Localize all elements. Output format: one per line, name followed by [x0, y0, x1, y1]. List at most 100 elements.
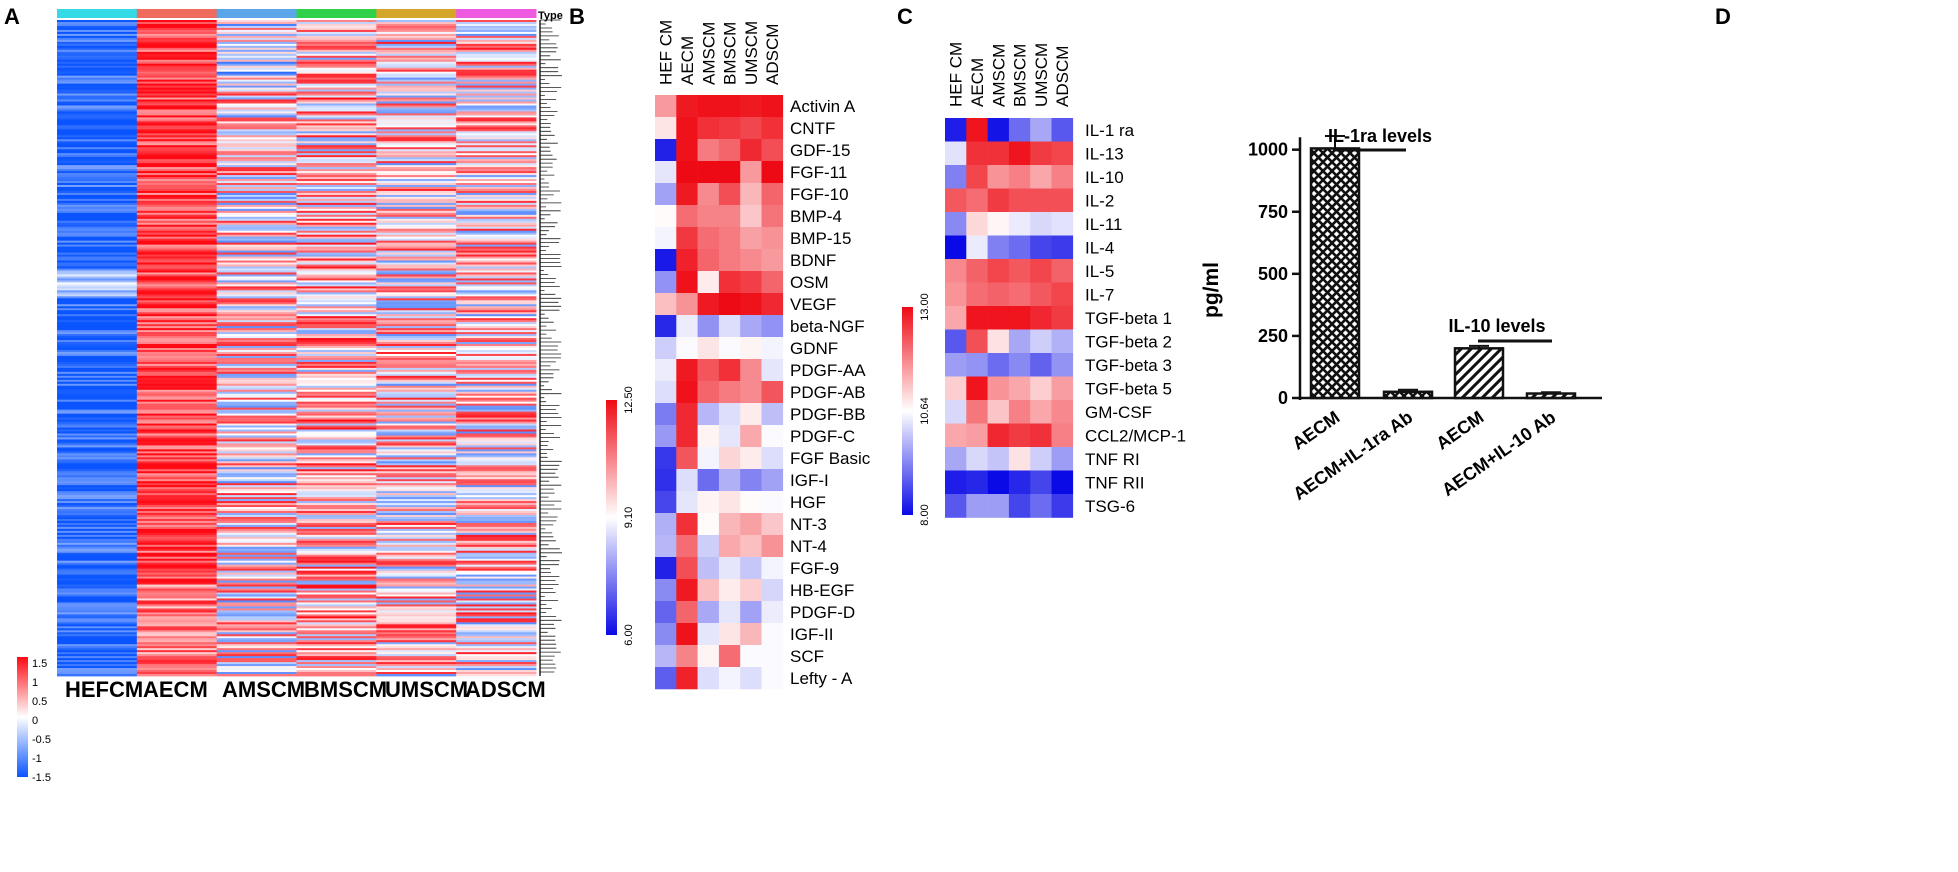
heatmap-a-cell	[376, 200, 457, 204]
heatmap-a-cell	[376, 300, 457, 303]
panel-b-legend: 12.509.106.00	[606, 386, 635, 646]
heatmap-a-cell	[296, 21, 377, 25]
heatmap-a-cell	[376, 654, 457, 657]
heatmap-a-cell	[136, 491, 218, 494]
heatmap-a-cell	[57, 274, 138, 277]
heatmap-a-cell	[57, 111, 138, 114]
panel-c-row-label: IL-10	[1085, 168, 1124, 187]
heatmap-a-cell	[376, 155, 457, 158]
heatmap-a-cell	[216, 179, 297, 182]
heatmap-a-cell	[216, 421, 297, 424]
heatmap-b-cell	[718, 315, 741, 338]
heatmap-a-cell	[456, 192, 537, 196]
heatmap-a-cell	[216, 145, 297, 148]
heatmap-a-cell	[216, 284, 297, 287]
heatmap-a-cell	[376, 328, 457, 331]
heatmap-a-cell	[296, 284, 377, 287]
heatmap-a-cell	[376, 431, 457, 434]
heatmap-a-cell	[136, 489, 218, 492]
heatmap-a-cell	[456, 570, 537, 574]
heatmap-a-cell	[216, 598, 297, 601]
heatmap-a-cell	[376, 264, 457, 267]
heatmap-a-cell	[456, 312, 537, 315]
heatmap-a-cell	[57, 351, 138, 355]
heatmap-c-cell	[1030, 376, 1052, 401]
heatmap-a-cell	[296, 526, 377, 530]
heatmap-a-cell	[376, 516, 457, 520]
heatmap-c-cell	[945, 400, 967, 424]
heatmap-a-cell	[136, 57, 218, 61]
heatmap-a-cell	[296, 228, 377, 232]
heatmap-a-cell	[57, 47, 138, 51]
heatmap-a-cell	[136, 141, 218, 144]
heatmap-a-cell	[216, 493, 297, 496]
heatmap-a-cell	[456, 278, 537, 281]
heatmap-a-cell	[216, 403, 297, 407]
heatmap-a-cell	[296, 242, 377, 246]
heatmap-a-cell	[376, 437, 457, 440]
heatmap-a-cell	[296, 620, 377, 623]
heatmap-b-cell	[740, 535, 762, 558]
heatmap-a-cell	[136, 69, 218, 73]
heatmap-a-cell	[136, 610, 218, 613]
heatmap-a-cell	[296, 73, 377, 77]
heatmap-b-cell	[718, 447, 741, 470]
heatmap-a-cell	[216, 334, 297, 337]
heatmap-a-cell	[57, 415, 138, 418]
heatmap-a-cell	[216, 322, 297, 325]
heatmap-a-cell	[57, 509, 138, 512]
heatmap-a-cell	[296, 638, 377, 641]
heatmap-a-cell	[376, 656, 457, 659]
heatmap-a-cell	[456, 503, 537, 506]
heatmap-a-cell	[136, 514, 218, 518]
heatmap-a-cell	[136, 606, 218, 609]
heatmap-a-cell	[216, 147, 297, 150]
heatmap-b-cell	[655, 667, 677, 690]
panel-b-row-label: FGF-10	[790, 185, 849, 204]
heatmap-a-cell	[57, 417, 138, 420]
heatmap-a-cell	[216, 443, 297, 446]
heatmap-a-cell	[57, 590, 138, 593]
heatmap-c-cell	[966, 353, 988, 377]
heatmap-a-cell	[136, 586, 218, 589]
heatmap-a-cell	[376, 379, 457, 383]
heatmap-a-cell	[456, 159, 537, 162]
heatmap-b-cell	[761, 667, 784, 690]
panel-b-cells	[655, 95, 784, 690]
heatmap-a-cell	[216, 439, 297, 442]
heatmap-a-cell	[136, 224, 218, 228]
heatmap-a-cell	[456, 556, 537, 560]
heatmap-a-cell	[136, 590, 218, 593]
heatmap-a-cell	[216, 131, 297, 134]
heatmap-a-cell	[296, 371, 377, 375]
heatmap-a-cell	[456, 167, 537, 170]
heatmap-a-cell	[296, 439, 377, 442]
heatmap-a-cell	[456, 190, 537, 194]
heatmap-c-cell	[1051, 423, 1074, 448]
panel-b-legend-tick: 12.50	[623, 386, 635, 414]
heatmap-a-cell	[376, 175, 457, 178]
panel-c-column-label: ADSCM	[1053, 46, 1072, 107]
heatmap-b-cell	[655, 447, 677, 470]
panel-b-row-label: PDGF-AA	[790, 361, 866, 380]
heatmap-a-cell	[57, 443, 138, 446]
heatmap-b-cell	[761, 161, 784, 184]
heatmap-a-cell	[456, 125, 537, 128]
heatmap-a-cell	[57, 459, 138, 462]
heatmap-a-cell	[376, 173, 457, 176]
heatmap-a-cell	[136, 415, 218, 418]
heatmap-a-cell	[136, 427, 218, 430]
heatmap-b-cell	[740, 447, 762, 470]
panel-a-legend-tick: -1	[32, 753, 42, 765]
heatmap-a-cell	[376, 93, 457, 96]
heatmap-a-cell	[456, 153, 537, 156]
heatmap-a-cell	[136, 312, 218, 315]
heatmap-c-cell	[987, 259, 1010, 283]
heatmap-a-cell	[216, 640, 297, 643]
heatmap-a-cell	[136, 672, 218, 675]
heatmap-a-cell	[216, 276, 297, 279]
panel-b-row-label: VEGF	[790, 295, 836, 314]
heatmap-a-cell	[456, 608, 537, 611]
heatmap-a-cell	[296, 403, 377, 407]
heatmap-a-cell	[296, 198, 377, 202]
